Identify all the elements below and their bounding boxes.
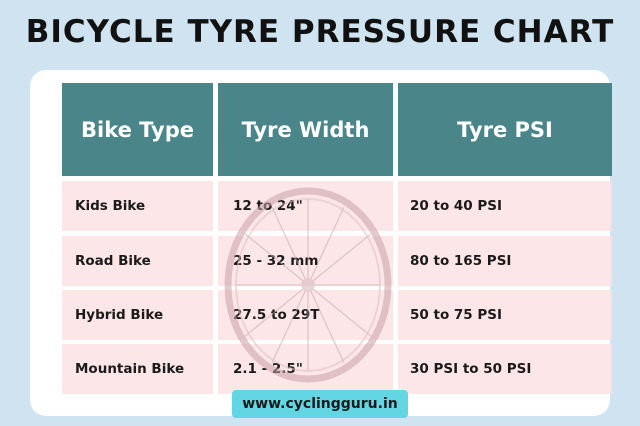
table-cell: 50 to 75 PSI — [398, 290, 612, 340]
table-cell: 30 PSI to 50 PSI — [398, 344, 612, 394]
table-cell: 80 to 165 PSI — [398, 236, 612, 286]
table-cell: Hybrid Bike — [62, 290, 213, 340]
pressure-table: Bike Type Tyre Width Tyre PSI Kids Bike … — [62, 83, 612, 394]
table-cell: Road Bike — [62, 236, 213, 286]
header-tyre-width: Tyre Width — [218, 83, 393, 176]
header-tyre-psi: Tyre PSI — [398, 83, 612, 176]
table-cell: 25 - 32 mm — [218, 236, 393, 286]
website-link[interactable]: www.cyclingguru.in — [232, 390, 408, 418]
table-cell: Mountain Bike — [62, 344, 213, 394]
table-cell: Kids Bike — [62, 181, 213, 231]
table-cell: 20 to 40 PSI — [398, 181, 612, 231]
page-title: BICYCLE TYRE PRESSURE CHART — [25, 14, 615, 50]
header-bike-type: Bike Type — [62, 83, 213, 176]
bicycle-wheel-icon — [224, 187, 392, 383]
